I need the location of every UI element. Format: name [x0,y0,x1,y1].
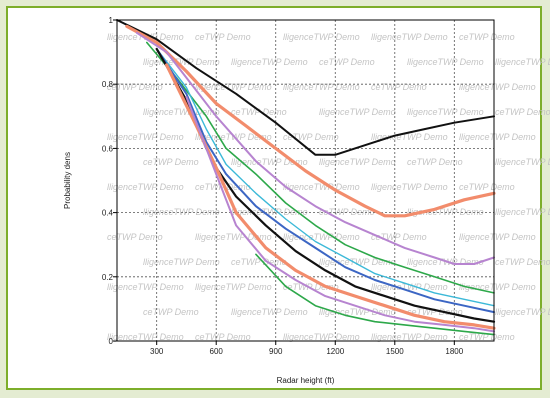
watermark-text: lligenceTWP Demo [107,132,184,142]
watermark-text: lligenceTWP Demo [371,182,448,192]
x-tick-label: 1800 [445,347,463,356]
watermark-text: lligenceTWP Demo [371,32,448,42]
watermark-text: ceTWP Demo [231,107,287,117]
watermark-text: lligenceTWP Demo [459,82,536,92]
watermark-text: ceTWP Demo [319,207,375,217]
watermark-text: lligenceTWP Demo [283,332,360,342]
watermark-text: lligenceTWP Demo [459,232,536,242]
watermark-text: lligenceTWP Demo [107,182,184,192]
watermark-text: lligenceTWP Demo [107,282,184,292]
watermark-text: ceTWP Demo [459,32,515,42]
watermark-text: ceTWP Demo [195,332,251,342]
watermark-text: lligenceTWP Demo [407,207,484,217]
watermark-text: ceTWP Demo [407,157,463,167]
watermark-text: lligenceTWP Demo [143,107,220,117]
series-line-8 [165,63,496,330]
watermark-text: ceTWP Demo [195,182,251,192]
x-tick-label: 900 [269,347,283,356]
y-tick-label: 0.4 [102,209,114,218]
watermark-text: lligenceTWP Demo [231,307,308,317]
x-axis-ticks: 300 600 900 1200 1500 1800 [150,341,464,356]
watermark-text: ceTWP Demo [495,107,550,117]
watermark-text: lligenceTWP Demo [283,232,360,242]
y-tick-label: 1 [109,16,114,25]
watermark-text: ceTWP Demo [143,307,199,317]
watermark-text: lligenceTWP Demo [371,282,448,292]
watermark-text: ceTWP Demo [371,232,427,242]
series-line-3 [135,31,495,265]
watermark-text: ceTWP Demo [143,157,199,167]
y-tick-label: 0.6 [102,144,114,153]
series-line-1 [116,19,495,156]
series-layer [116,19,496,336]
watermark-text: lligenceTWP Demo [407,107,484,117]
x-tick-label: 1500 [386,347,404,356]
watermark-text: lligenceTWP Demo [371,132,448,142]
series-line-4 [146,41,495,294]
watermark-text: ceTWP Demo [283,282,339,292]
series-line-6 [155,47,495,314]
y-axis-label: Probability dens [63,152,72,209]
watermark-layer: lligenceTWP Demo ceTWP Demo lligenceTWP De… [107,32,550,342]
watermark-text: lligenceTWP Demo [283,82,360,92]
watermark-text: ceTWP Demo [283,132,339,142]
watermark-text: lligenceTWP Demo [495,57,550,67]
watermark-text: lligenceTWP Demo [143,207,220,217]
x-tick-label: 300 [150,347,164,356]
watermark-text: lligenceTWP Demo [107,332,184,342]
watermark-text: lligenceTWP Demo [319,307,396,317]
y-axis-ticks: 0 0.2 0.4 0.6 0.8 1 [102,16,117,346]
watermark-text: lligenceTWP Demo [495,207,550,217]
watermark-text: lligenceTWP Demo [319,107,396,117]
y-tick-label: 0 [109,337,114,346]
y-tick-label: 0.8 [102,80,114,89]
watermark-text: lligenceTWP Demo [459,132,536,142]
watermark-text: lligenceTWP Demo [231,57,308,67]
watermark-text: ceTWP Demo [459,332,515,342]
watermark-text: ceTWP Demo [495,257,550,267]
watermark-text: ceTWP Demo [107,232,163,242]
x-tick-label: 600 [210,347,224,356]
watermark-text: lligenceTWP Demo [143,57,220,67]
watermark-text: lligenceTWP Demo [459,282,536,292]
watermark-text: lligenceTWP Demo [283,182,360,192]
watermark-text: lligenceTWP Demo [319,257,396,267]
watermark-text: lligenceTWP Demo [195,82,272,92]
watermark-text: ceTWP Demo [319,57,375,67]
watermark-text: ceTWP Demo [459,182,515,192]
watermark-text: lligenceTWP Demo [319,157,396,167]
plot-area [116,19,495,342]
watermark-text: lligenceTWP Demo [495,157,550,167]
watermark-text: lligenceTWP Demo [231,157,308,167]
y-tick-label: 0.2 [102,273,114,282]
watermark-text: ceTWP Demo [371,82,427,92]
watermark-text: lligenceTWP Demo [371,332,448,342]
series-line-10 [255,253,495,336]
series-line-2 [125,24,496,218]
watermark-text: ceTWP Demo [231,257,287,267]
series-line-5 [156,48,495,307]
watermark-text: ceTWP Demo [107,82,163,92]
watermark-text: lligenceTWP Demo [195,232,272,242]
watermark-text: lligenceTWP Demo [195,282,272,292]
watermark-text: lligenceTWP Demo [495,307,550,317]
watermark-text: lligenceTWP Demo [283,32,360,42]
watermark-text: ceTWP Demo [407,307,463,317]
x-axis-label: Radar height (ft) [277,376,335,385]
watermark-text: lligenceTWP Demo [407,57,484,67]
watermark-text: lligenceTWP Demo [231,207,308,217]
x-tick-label: 1200 [326,347,344,356]
series-line-9 [185,96,495,333]
watermark-text: lligenceTWP Demo [143,257,220,267]
watermark-text: ceTWP Demo [195,32,251,42]
